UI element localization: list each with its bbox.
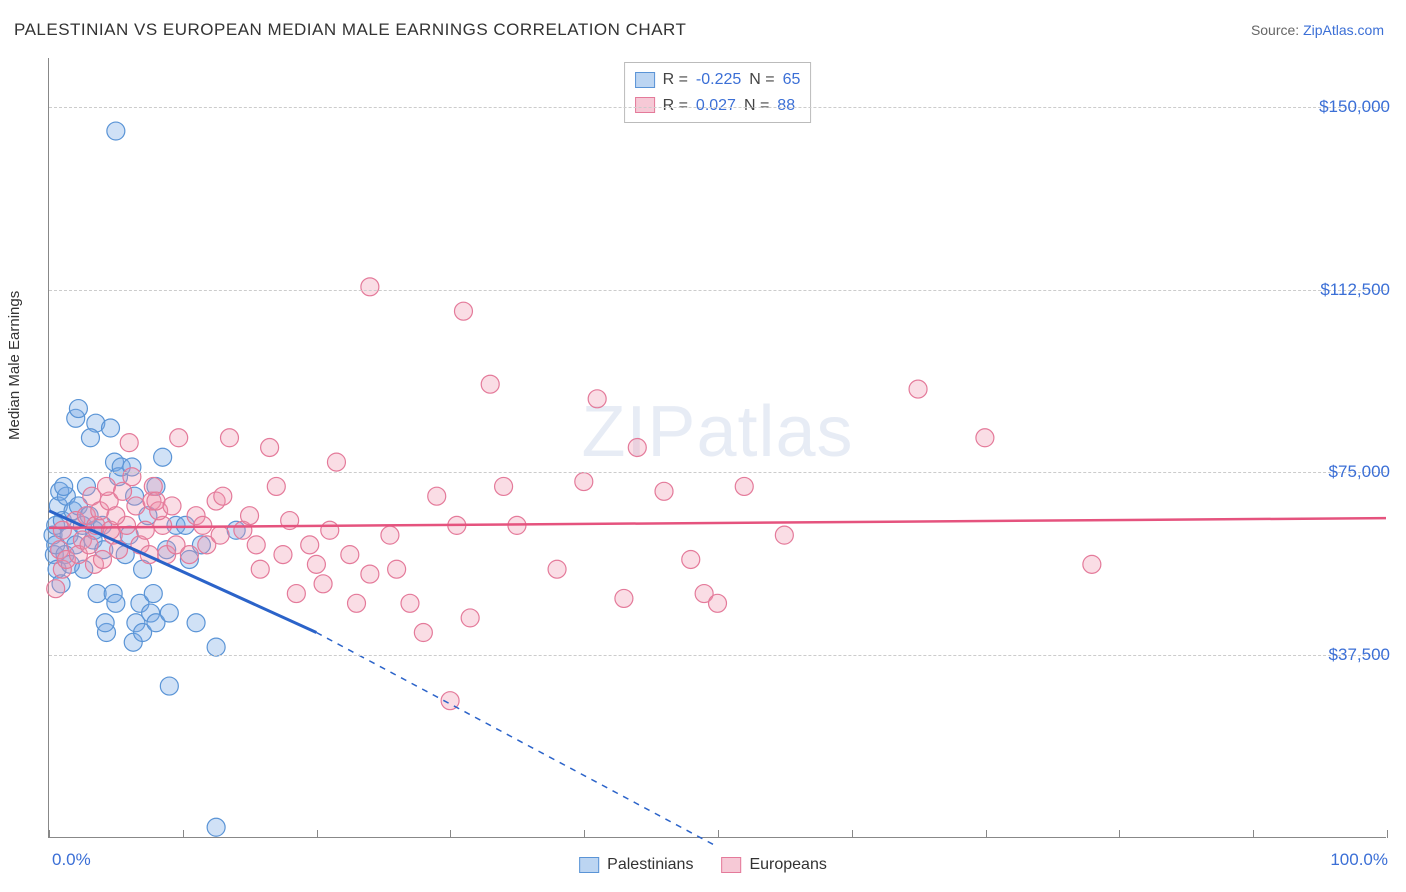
legend-item-palestinians: Palestinians [579, 856, 693, 874]
y-tick-label: $37,500 [1329, 645, 1390, 665]
y-axis-label: Median Male Earnings [6, 291, 23, 440]
x-tick-label-min: 0.0% [52, 850, 91, 870]
legend-row-palestinians: R = -0.225 N = 65 [635, 67, 801, 93]
swatch-europeans [635, 97, 655, 113]
legend-item-europeans: Europeans [721, 856, 826, 874]
chart-plot-area: ZIPatlas R = -0.225 N = 65 R = 0.027 N =… [48, 58, 1386, 838]
legend-correlation-box: R = -0.225 N = 65 R = 0.027 N = 88 [624, 62, 812, 123]
legend-row-europeans: R = 0.027 N = 88 [635, 93, 801, 119]
source-link[interactable]: ZipAtlas.com [1303, 22, 1384, 38]
legend-series: Palestinians Europeans [579, 856, 827, 874]
y-tick-label: $112,500 [1320, 280, 1390, 300]
x-tick-label-max: 100.0% [1330, 850, 1388, 870]
swatch-palestinians-icon [579, 857, 599, 873]
chart-title: PALESTINIAN VS EUROPEAN MEDIAN MALE EARN… [14, 20, 686, 40]
swatch-palestinians [635, 72, 655, 88]
swatch-europeans-icon [721, 857, 741, 873]
y-tick-label: $150,000 [1319, 97, 1390, 117]
source-prefix: Source: [1251, 22, 1303, 38]
chart-svg [49, 58, 1386, 837]
y-tick-label: $75,000 [1329, 462, 1390, 482]
source-attribution: Source: ZipAtlas.com [1251, 22, 1384, 38]
